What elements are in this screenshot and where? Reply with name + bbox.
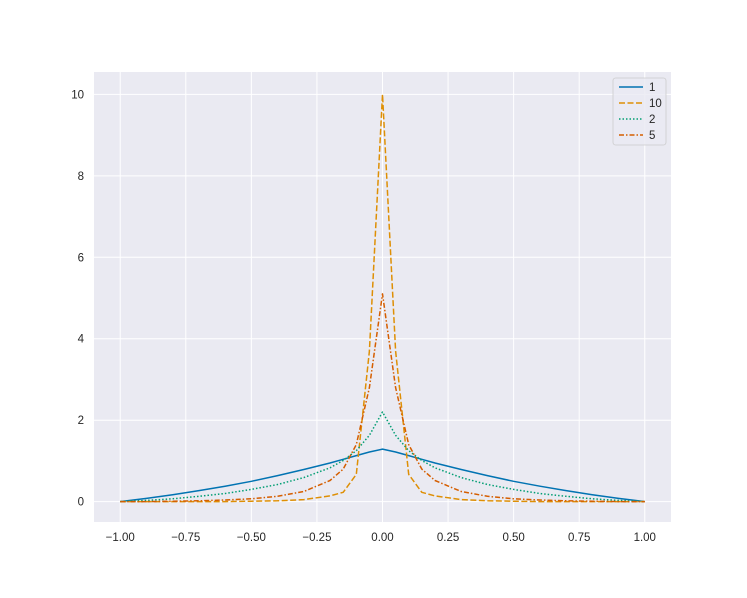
legend: 1 10 2 5 <box>612 77 667 146</box>
y-tick-label: 0 <box>78 497 84 509</box>
y-tick-label: 2 <box>78 415 84 427</box>
legend-label: 10 <box>649 98 662 110</box>
legend-label: 2 <box>649 114 655 126</box>
x-tick-label: 1.00 <box>634 532 656 544</box>
x-tick-label: 0.00 <box>371 532 393 544</box>
legend-label: 1 <box>649 82 655 94</box>
series-line-10 <box>120 93 645 503</box>
y-tick-label: 8 <box>78 171 84 183</box>
series-line-2 <box>120 411 645 503</box>
x-axis-ticks: −1.00 −0.75 −0.50 −0.25 0.00 0.25 0.50 0.75 1.00 <box>106 532 656 544</box>
y-tick-label: 6 <box>78 252 84 264</box>
x-tick-label: 0.50 <box>502 532 524 544</box>
x-tick-label: −0.25 <box>302 532 331 544</box>
x-tick-label: 0.75 <box>568 532 590 544</box>
x-tick-label: 0.25 <box>437 532 459 544</box>
x-tick-label: −0.50 <box>237 532 266 544</box>
x-tick-label: −1.00 <box>106 532 135 544</box>
series-layer <box>120 93 645 503</box>
y-tick-label: 4 <box>78 334 85 346</box>
y-tick-label: 10 <box>71 89 84 101</box>
legend-frame <box>612 77 667 146</box>
legend-label: 5 <box>649 130 655 142</box>
series-line-5 <box>120 293 645 503</box>
y-axis-ticks: 0 2 4 6 8 10 <box>71 89 84 508</box>
series-line-1 <box>120 448 645 503</box>
x-tick-label: −0.75 <box>171 532 200 544</box>
